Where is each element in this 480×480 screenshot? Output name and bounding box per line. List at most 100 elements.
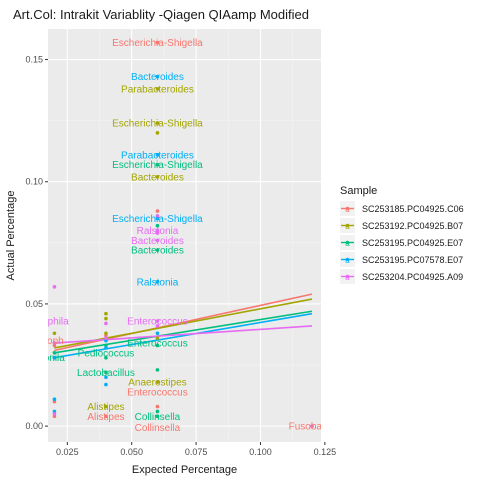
point-label: Ralstonia [137,226,179,237]
data-point [155,404,160,409]
data-point [155,214,160,218]
y-tick-label: 0.05 [25,299,43,309]
data-point [52,397,57,402]
y-axis: 0.00 0.05 0.10 0.15 [25,55,48,431]
point-label: Anaerostipes [128,378,186,389]
data-point [155,324,160,328]
point-label: Escherichia-Shigella [112,214,203,225]
data-point [52,285,57,289]
x-tick-label: 0.100 [249,447,272,457]
data-point [155,153,160,157]
data-point [155,40,160,45]
data-point [155,74,160,79]
data-point [104,382,108,387]
point-label: Collinsella [135,412,181,423]
legend-key-glyph: a [345,273,350,282]
legend-key-point [345,223,350,228]
y-tick-label: 0.15 [25,55,43,65]
legend-label: SC253195.PC07578.E07 [362,255,463,265]
fit-line [54,293,313,352]
point-label: Lactobacillus [77,368,135,379]
x-tick-label: 0.125 [314,447,337,457]
x-tick-label: 0.025 [56,447,79,457]
data-point [155,162,160,167]
data-point [155,238,160,243]
point-labels: Escherichia-ShigellaBacteroidesParabacte… [38,38,336,434]
point-label: iloph [43,336,64,347]
data-point [104,414,108,419]
legend-label: SC253195.PC04925.E07 [362,238,463,248]
y-tick-label: 0.10 [25,177,43,187]
data-point [155,131,160,135]
legend-key-point [345,274,350,279]
legend-key-point [345,240,350,245]
data-point [155,121,160,125]
point-label: Alistipes [87,412,124,423]
fit-line [54,310,313,354]
point-label: ilophila [38,317,70,328]
x-tick-label: 0.075 [185,447,208,457]
data-point [104,355,108,360]
data-point [104,404,108,409]
data-points [52,40,314,428]
point-label: Pediococcus [78,348,135,359]
data-point [310,424,314,428]
fit-line [54,325,313,344]
legend-key-glyph: a [345,205,350,214]
data-point [155,380,160,384]
legend-key-point [345,257,350,262]
data-point [104,375,108,380]
point-label: Parabacteroides [121,150,194,161]
legend-label: SC253185.PC04925.C06 [362,204,464,214]
point-label: lonila [41,353,65,364]
point-label: Bacteroides [131,246,184,257]
legend-key-point [345,206,350,211]
point-label: Alistipes [87,402,124,413]
grid-minor [48,29,321,442]
point-label: Bacteroides [131,236,184,247]
data-point [155,231,160,235]
y-tick-label: 0.00 [25,421,43,431]
fit-line [54,312,313,359]
point-label: Enterococcus [127,339,188,350]
data-point [52,355,57,360]
point-label: Parabacteroides [121,84,194,95]
point-label: Fusobacte [289,422,336,433]
data-point [155,209,160,213]
x-tick-label: 0.050 [120,447,143,457]
legend-title: Sample [340,185,377,197]
legend-key-glyph: a [345,239,350,248]
legend-key-glyph: a [345,222,350,231]
legend-label: SC253192.PC04925.B07 [362,221,463,231]
data-point [155,331,160,336]
x-axis-title: Expected Percentage [132,464,237,476]
point-label: Bacteroides [131,172,184,183]
legend: Sample a SC253185.PC04925.C06 a SC253192.PC… [340,185,464,284]
data-point [155,414,160,419]
data-point [104,346,108,350]
chart-title: Art.Col: Intrakit Variablity -Qiagen QIA… [13,7,309,22]
data-point [104,321,108,326]
data-point [155,368,160,372]
data-point [155,280,160,284]
point-label: Escherichia-Shigella [112,119,203,130]
data-point [104,370,108,375]
point-label: Escherichia-Shigella [112,160,203,171]
data-point [104,336,108,340]
legend-label: SC253204.PC04925.A09 [362,272,463,282]
y-axis-title: Actual Percentage [5,191,17,281]
grid-major [48,29,326,442]
data-point [104,316,108,321]
data-point [155,409,160,414]
plot-panel [48,29,321,442]
x-axis: 0.025 0.050 0.075 0.100 0.125 [56,442,336,457]
data-point [155,343,160,348]
data-point [52,341,57,345]
data-point [52,412,57,416]
data-point [155,87,160,91]
data-point [52,351,57,355]
data-point [155,336,160,340]
data-point [52,331,57,336]
legend-items: a SC253185.PC04925.C06 a SC253192.PC04925.B… [340,201,464,284]
